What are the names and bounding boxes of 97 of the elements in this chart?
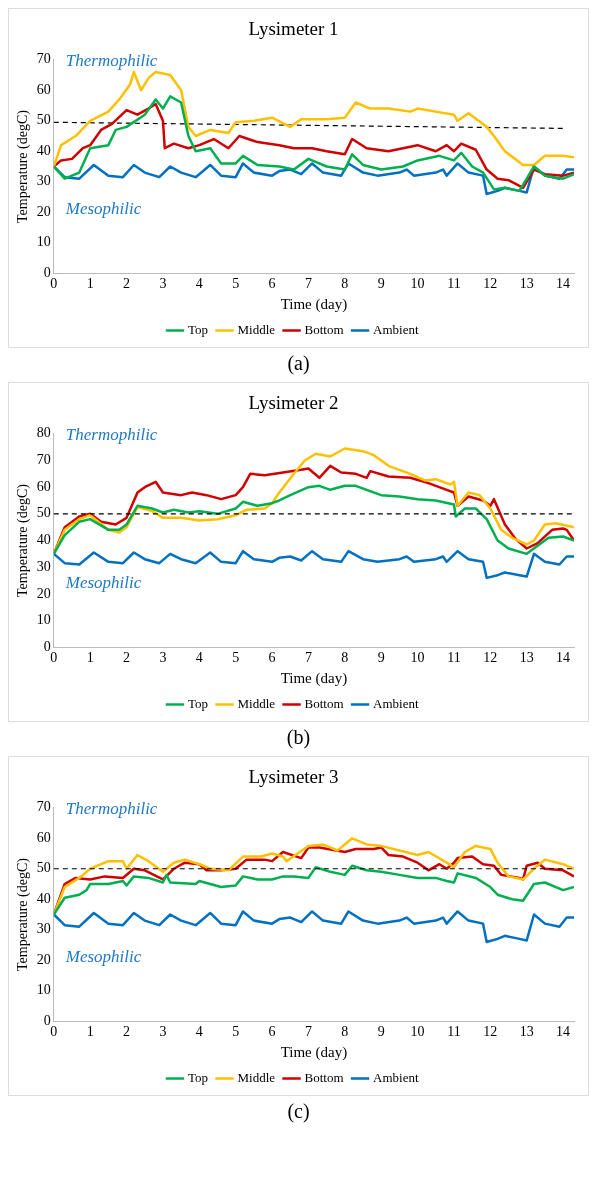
x-tick-label: 2 (123, 650, 131, 666)
y-tick-label: 40 (36, 142, 51, 158)
y-tick-label: 20 (36, 951, 51, 967)
annotation: Mesophilic (64, 572, 142, 592)
legend-label: Middle (237, 695, 276, 711)
x-tick-label: 13 (519, 1024, 534, 1040)
x-tick-label: 11 (447, 1024, 461, 1040)
y-tick-label: 0 (43, 638, 51, 654)
y-tick-label: 60 (36, 478, 51, 494)
x-tick-label: 1 (86, 1024, 94, 1040)
y-axis-title: Temperature (degC) (15, 109, 32, 223)
y-tick-label: 30 (36, 921, 51, 937)
x-tick-label: 8 (341, 650, 349, 666)
y-tick-label: 70 (36, 452, 51, 468)
x-tick-label: 1 (86, 276, 94, 292)
legend-label: Bottom (304, 321, 344, 337)
x-axis-title: Time (day) (280, 295, 348, 313)
x-tick-label: 8 (341, 1024, 349, 1040)
y-tick-label: 50 (36, 860, 51, 876)
legend-label: Middle (237, 1069, 276, 1085)
x-tick-label: 7 (304, 650, 312, 666)
x-tick-label: 3 (159, 1024, 167, 1040)
y-axis-title: Temperature (degC) (15, 857, 32, 971)
x-tick-label: 4 (195, 276, 203, 292)
x-tick-label: 12 (483, 276, 498, 292)
legend-label: Ambient (373, 1069, 419, 1085)
x-tick-label: 14 (556, 276, 571, 292)
x-tick-label: 11 (447, 276, 461, 292)
x-tick-label: 1 (86, 650, 94, 666)
x-tick-label: 9 (377, 276, 385, 292)
y-tick-label: 20 (36, 203, 51, 219)
x-tick-label: 6 (268, 650, 276, 666)
legend-label: Ambient (373, 695, 419, 711)
y-tick-label: 60 (36, 81, 51, 97)
x-tick-label: 13 (519, 276, 534, 292)
x-tick-label: 14 (556, 1024, 571, 1040)
x-tick-label: 3 (159, 650, 167, 666)
x-tick-label: 4 (195, 1024, 203, 1040)
chart-title: Lysimeter 2 (248, 392, 339, 414)
x-axis-title: Time (day) (280, 669, 348, 687)
x-tick-label: 11 (447, 650, 461, 666)
y-tick-label: 40 (36, 532, 51, 548)
y-tick-label: 60 (36, 829, 51, 845)
y-tick-label: 0 (43, 1012, 51, 1028)
y-tick-label: 30 (36, 558, 51, 574)
x-tick-label: 6 (268, 1024, 276, 1040)
annotation: Thermophilic (65, 51, 158, 71)
y-tick-label: 50 (36, 505, 51, 521)
chart-title: Lysimeter 1 (248, 18, 339, 40)
legend-label: Top (187, 695, 208, 711)
x-axis-title: Time (day) (280, 1043, 348, 1061)
text: (a) (286, 351, 311, 377)
text: (c) (286, 1099, 311, 1125)
legend-label: Bottom (304, 695, 344, 711)
x-tick-label: 10 (410, 650, 425, 666)
legend-label: Top (187, 1069, 208, 1085)
chart-title: Lysimeter 3 (248, 766, 339, 788)
x-tick-label: 6 (268, 276, 276, 292)
x-tick-label: 9 (377, 1024, 385, 1040)
x-tick-label: 5 (232, 276, 240, 292)
x-tick-label: 12 (483, 1024, 498, 1040)
y-tick-label: 70 (36, 799, 51, 815)
y-tick-label: 10 (36, 234, 51, 250)
y-tick-label: 0 (43, 264, 51, 280)
x-tick-label: 7 (304, 1024, 312, 1040)
x-tick-label: 5 (232, 1024, 240, 1040)
x-tick-label: 2 (123, 1024, 131, 1040)
annotation: Mesophilic (64, 198, 142, 218)
legend-label: Top (187, 321, 208, 337)
x-tick-label: 3 (159, 276, 167, 292)
x-tick-label: 10 (410, 1024, 425, 1040)
y-tick-label: 10 (36, 612, 51, 628)
y-tick-label: 10 (36, 982, 51, 998)
text: (b) (285, 725, 312, 751)
y-tick-label: 70 (36, 51, 51, 67)
x-tick-label: 2 (123, 276, 131, 292)
legend-label: Bottom (304, 1069, 344, 1085)
x-tick-label: 12 (483, 650, 498, 666)
x-tick-label: 9 (377, 650, 385, 666)
x-tick-label: 7 (304, 276, 312, 292)
x-tick-label: 14 (556, 650, 571, 666)
x-tick-label: 4 (195, 650, 203, 666)
legend-label: Middle (237, 321, 276, 337)
annotation: Thermophilic (65, 799, 158, 819)
y-axis-title: Temperature (degC) (15, 483, 32, 597)
annotation: Thermophilic (65, 425, 158, 445)
legend-label: Ambient (373, 321, 419, 337)
x-tick-label: 5 (232, 650, 240, 666)
x-tick-label: 13 (519, 650, 534, 666)
x-tick-label: 10 (410, 276, 425, 292)
y-tick-label: 20 (36, 585, 51, 601)
y-tick-label: 80 (36, 425, 51, 441)
y-tick-label: 40 (36, 890, 51, 906)
annotation: Mesophilic (64, 946, 142, 966)
x-tick-label: 8 (341, 276, 349, 292)
y-tick-label: 30 (36, 173, 51, 189)
y-tick-label: 50 (36, 112, 51, 128)
